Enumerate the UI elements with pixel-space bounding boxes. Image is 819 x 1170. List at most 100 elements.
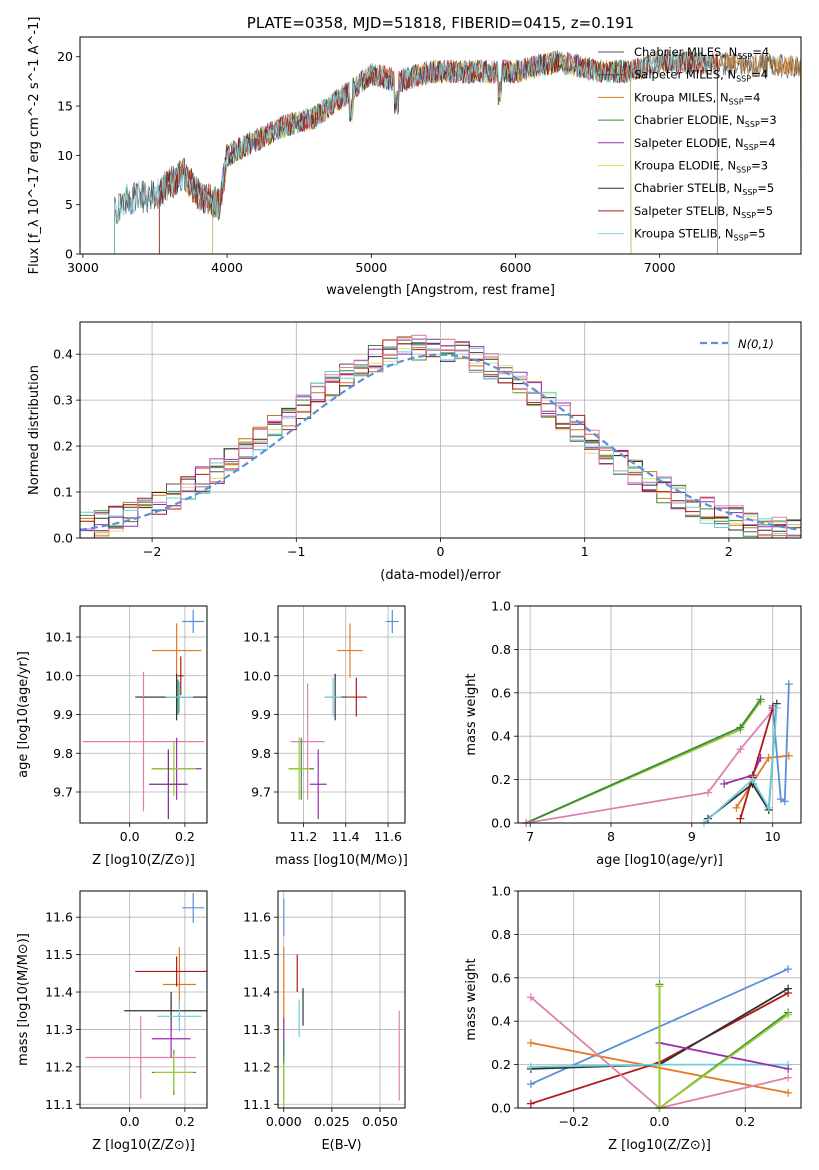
y-tick-label: 0.2 [491,772,511,787]
axes-frame [277,605,406,824]
y-tick-label: 0.0 [53,531,73,546]
x-tick-label: −2 [143,544,161,559]
x-tick-label: 0.0 [120,829,140,844]
mass-weight-series [659,1042,789,1070]
y-tick-label: 11.4 [243,985,271,1000]
residuals-panel: −2 −1 0 1 2 0.0 0.1 0.2 0.3 0.4 (data-model)/error… [27,321,802,583]
legend-label: Salpeter STELIB, NSSP=5 [634,204,773,220]
y-tick-label: 20 [57,49,73,64]
y-tick-label: 9.8 [251,746,271,761]
x-tick-label: 11.6 [374,829,402,844]
x-tick-label: 0.050 [362,1114,398,1129]
y-tick-label: 11.5 [243,947,271,962]
y-axis-label: mass weight [464,958,479,1040]
mass-vs-ebv-panel: 0.000 0.025 0.050 11.1 11.2 11.3 11.4 11.5 11.6 E… [243,890,406,1153]
mass-weight-series [525,709,774,824]
y-tick-label: 9.7 [251,785,271,800]
y-tick-label: 0 [65,247,73,262]
x-tick-label: 11.2 [289,829,317,844]
legend: N(0,1) [700,337,774,351]
y-tick-label: 11.4 [45,985,73,1000]
legend-label: Chabrier STELIB, NSSP=5 [634,181,774,197]
mass-weight-series [739,707,774,819]
y-axis-label: mass [log10(M/M⊙)] [16,933,31,1066]
legend-label: Salpeter MILES, NSSP=4 [634,68,768,84]
massweight-vs-age-plot-area [522,680,793,827]
normal-curve [79,353,802,531]
y-tick-label: 11.3 [45,1022,73,1037]
y-axis-label: mass weight [464,673,479,755]
x-tick-label: 0.2 [175,1114,195,1129]
spectrum-plot-area [114,50,801,254]
y-tick-label: 5 [65,197,73,212]
y-tick-label: 0.0 [491,816,511,831]
y-tick-label: 0.4 [53,347,73,362]
y-tick-label: 11.3 [243,1022,271,1037]
massweight-vs-Z-plot-area [526,965,793,1112]
x-tick-label: 11.4 [332,829,360,844]
massweight-vs-age-panel: 7 8 9 10 0.0 0.2 0.4 0.6 0.8 1.0 age [log10(age/yr… [464,599,802,868]
y-tick-label: 10.0 [243,668,271,683]
y-tick-label: 0.4 [491,1014,511,1029]
x-tick-label: 7 [526,829,534,844]
y-tick-label: 9.9 [251,707,271,722]
y-tick-label: 0.3 [53,393,73,408]
y-tick-label: 9.7 [53,785,73,800]
x-tick-label: 9 [688,829,696,844]
y-axis-label: Normed distribution [27,365,42,495]
axes-frame [277,890,406,1109]
y-tick-label: 11.6 [243,910,271,925]
x-axis-label: Z [log10(Z/Z⊙)] [92,1138,195,1153]
spectrum-series [114,50,718,254]
y-tick-label: 0.4 [491,729,511,744]
axes-frame [79,321,802,539]
x-axis-label: Z [log10(Z/Z⊙)] [608,1138,711,1153]
x-tick-label: 3000 [67,260,99,275]
y-tick-label: 15 [57,99,73,114]
x-axis-label: age [log10(age/yr)] [596,853,723,868]
x-tick-label: −0.2 [559,1114,589,1129]
age-vs-Z-plot-area [82,609,207,820]
y-tick-label: 1.0 [491,599,511,614]
y-tick-label: 0.6 [491,685,511,700]
x-axis-label: Z [log10(Z/Z⊙)] [92,853,195,868]
y-tick-label: 0.8 [491,642,511,657]
y-tick-label: 10 [57,148,73,163]
y-tick-label: 9.9 [53,707,73,722]
age-vs-mass-plot-area [288,609,399,820]
y-tick-label: 10.0 [45,668,73,683]
legend-label: Kroupa MILES, NSSP=4 [634,90,760,106]
points [283,898,400,1108]
legend-label: N(0,1) [738,337,774,351]
x-tick-label: 4000 [211,260,243,275]
x-tick-label: 2 [725,544,733,559]
y-axis-label: Flux [f_λ 10^-17 erg cm^-2 s^-1 A^-1] [27,17,42,275]
chart-title: PLATE=0358, MJD=51818, FIBERID=0415, z=0… [247,14,634,32]
legend: Chabrier MILES, NSSP=4 Salpeter MILES, NS… [598,45,777,243]
y-tick-label: 0.6 [491,970,511,985]
points [82,609,207,820]
points [288,609,399,820]
x-tick-label: 0 [437,544,445,559]
x-tick-label: 6000 [500,260,532,275]
y-tick-label: 11.1 [45,1097,73,1112]
x-tick-label: 1 [581,544,589,559]
axes-frame [79,890,208,1109]
legend-label: Chabrier MILES, NSSP=4 [634,45,769,61]
y-tick-label: 11.6 [45,910,73,925]
x-tick-label: 0.2 [175,829,195,844]
mass-weight-series [771,684,790,803]
x-tick-label: 5000 [355,260,387,275]
x-tick-label: 0.000 [266,1114,302,1129]
axes-frame [79,605,208,824]
spectrum-panel: 3000 4000 5000 6000 7000 0 5 10 15 20 PLATE=0358, … [27,14,802,298]
y-tick-label: 10.1 [45,630,73,645]
y-tick-label: 0.2 [53,439,73,454]
y-tick-label: 11.2 [45,1059,73,1074]
x-axis-label: wavelength [Angstrom, rest frame] [326,283,555,298]
mass-vs-ebv-plot-area [283,898,400,1108]
mass-vs-Z-plot-area [85,892,207,1099]
legend-label: Chabrier ELODIE, NSSP=3 [634,113,777,129]
y-tick-label: 9.8 [53,746,73,761]
